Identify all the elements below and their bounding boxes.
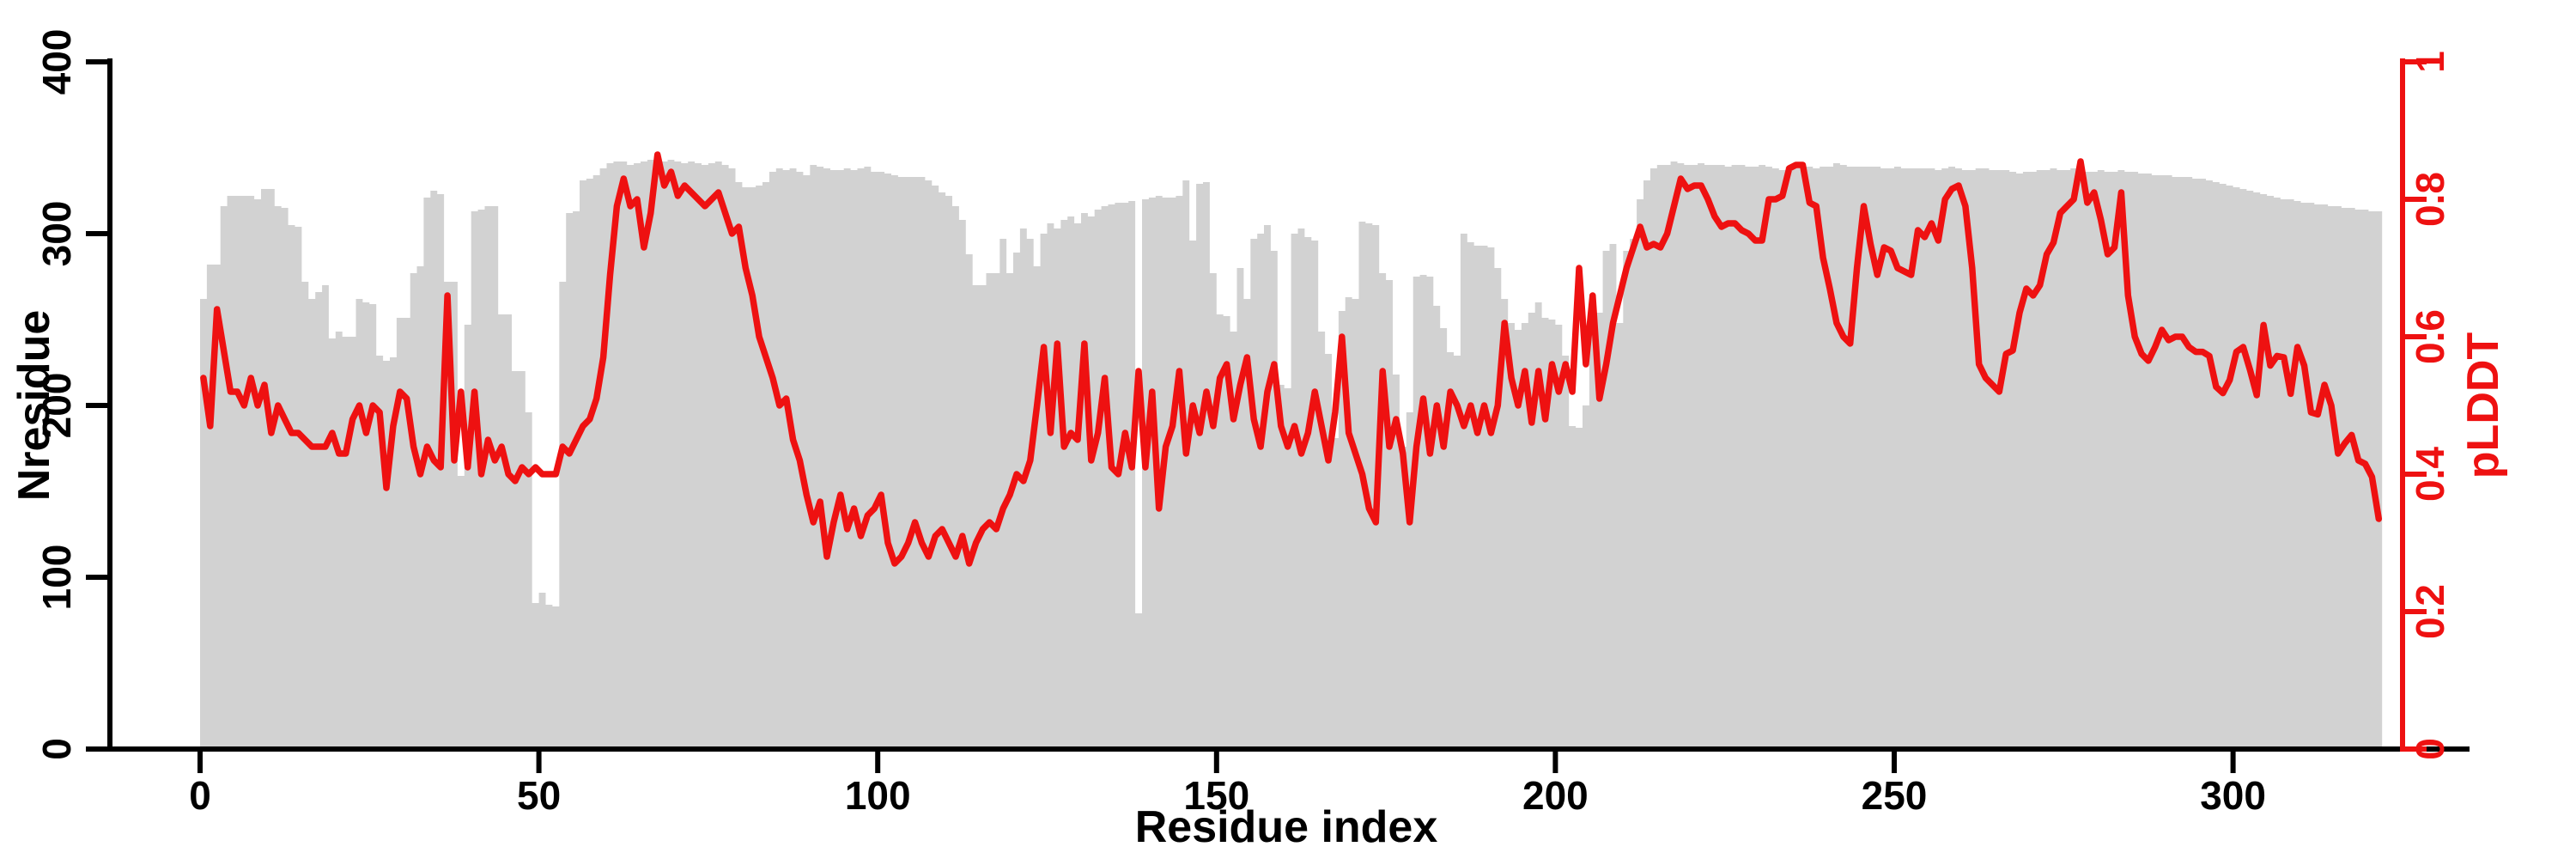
x-tick-label: 150 (1183, 773, 1249, 818)
nresidue-bars-series (200, 160, 2383, 749)
y-left-axis-title: Nresidue (9, 309, 59, 502)
plddt-line-series (200, 151, 2383, 567)
y-right-tick-label: 0.6 (2408, 309, 2452, 364)
x-tick-label: 50 (517, 773, 561, 818)
x-tick-label: 200 (1522, 773, 1589, 818)
y-left-tick-label: 0 (34, 738, 79, 760)
x-tick-label: 300 (2200, 773, 2266, 818)
x-tick-label: 0 (189, 773, 211, 818)
y-right-tick-label: 0 (2408, 738, 2452, 760)
y-right-tick-label: 1 (2408, 51, 2452, 73)
x-tick-label: 250 (1862, 773, 1928, 818)
x-tick-label: 100 (845, 773, 911, 818)
y-left-tick-label: 300 (34, 201, 79, 267)
y-left-tick-label: 100 (34, 545, 79, 611)
y-right-axis-title: pLDDT (2458, 332, 2508, 479)
y-right-tick-label: 0.2 (2408, 584, 2452, 639)
axes: 0 50 100 150 200 250 300 0 100 200 300 400 0 0.2 0.4 0.… (34, 29, 2470, 818)
y-left-tick-label: 200 (34, 373, 79, 439)
y-right-tick-label: 0.8 (2408, 172, 2452, 227)
x-axis-title: Residue index (1134, 802, 1438, 852)
y-left-tick-label: 400 (34, 29, 79, 95)
y-right-tick-label: 0.4 (2408, 447, 2452, 502)
